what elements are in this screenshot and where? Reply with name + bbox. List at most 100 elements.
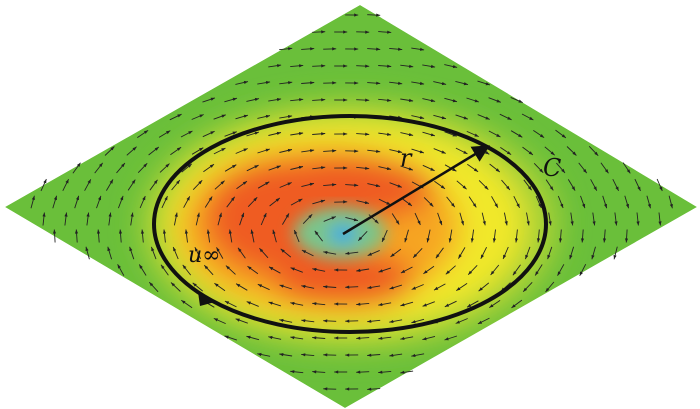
velocity-vector-arrowhead-icon — [279, 318, 284, 323]
velocity-vector-arrowhead-icon — [411, 353, 416, 357]
velocity-vector-arrowhead-icon — [299, 64, 304, 68]
velocity-vector-arrowhead-icon — [356, 336, 361, 340]
velocity-vector-arrowhead-icon — [199, 114, 204, 118]
velocity-vector-arrowhead-icon — [386, 167, 392, 171]
velocity-vector-arrowhead-icon — [408, 98, 414, 102]
velocity-vector-arrowhead-icon — [615, 186, 619, 191]
velocity-vector-arrowhead-icon — [390, 253, 395, 257]
velocity-vector-arrowhead-icon — [463, 150, 468, 154]
velocity-vector-arrowhead-icon — [76, 162, 81, 167]
velocity-vector-arrowhead-icon — [151, 246, 155, 252]
velocity-vector-arrowhead-icon — [512, 271, 517, 276]
velocity-vector-arrowhead-icon — [658, 221, 662, 226]
velocity-vector-arrowhead-icon — [290, 267, 295, 271]
velocity-vector-arrowhead-icon — [118, 229, 123, 234]
velocity-vector-arrowhead-icon — [287, 182, 292, 186]
velocity-vector-arrowhead-icon — [364, 201, 369, 205]
velocity-vector-arrowhead-icon — [387, 98, 392, 102]
velocity-vector-arrowhead-icon — [186, 196, 190, 201]
velocity-vector-arrowhead-icon — [298, 165, 303, 169]
velocity-vector-arrowhead-icon — [506, 151, 512, 155]
velocity-vector-arrowhead-icon — [199, 147, 204, 152]
velocity-vector-arrowhead-icon — [378, 269, 383, 273]
velocity-vector-arrowhead-icon — [96, 229, 101, 234]
velocity-vector-arrowhead-icon — [224, 301, 230, 305]
velocity-vector-arrowhead-icon — [356, 302, 361, 306]
velocity-vector-arrowhead-icon — [474, 133, 479, 137]
velocity-vector-arrowhead-icon — [613, 255, 617, 260]
contour-circle — [152, 114, 548, 334]
velocity-vector-arrowhead-icon — [579, 271, 583, 276]
velocity-vector-arrowhead-icon — [132, 146, 137, 151]
velocity-vector-arrowhead-icon — [257, 284, 263, 288]
velocity-vector-arrowhead-icon — [216, 247, 220, 252]
velocity-vector-arrowhead-icon — [176, 180, 180, 185]
velocity-vector-arrowhead-icon — [231, 196, 235, 201]
velocity-vector-arrowhead-icon — [334, 268, 339, 272]
velocity-vector-arrowhead-icon — [452, 167, 457, 172]
velocity-vector-arrowhead-icon — [354, 183, 359, 187]
velocity-vector-arrowhead-icon — [321, 30, 326, 34]
velocity-vector-arrowhead-icon — [269, 266, 274, 271]
velocity-vector-arrowhead-icon — [64, 212, 68, 217]
velocity-vector-arrowhead-icon — [411, 320, 416, 324]
velocity-vector-arrowhead-icon — [456, 287, 461, 291]
velocity-vector-arrowhead-icon — [74, 229, 79, 234]
velocity-vector-arrowhead-icon — [441, 116, 446, 120]
velocity-vector-arrowhead-icon — [455, 320, 460, 324]
velocity-vector-arrowhead-icon — [208, 196, 213, 201]
velocity-vector-arrowhead-icon — [582, 203, 586, 209]
velocity-vector-arrowhead-icon — [365, 98, 370, 102]
velocity-vector-arrowhead-icon — [485, 116, 490, 120]
velocity-vector-arrowhead-icon — [76, 195, 79, 201]
velocity-vector-arrowhead-icon — [345, 319, 350, 323]
velocity-vector-arrowhead-icon — [265, 81, 271, 85]
velocity-vector-arrowhead-icon — [321, 166, 326, 170]
velocity-vector-arrowhead-icon — [52, 229, 57, 234]
velocity-vector-arrowhead-icon — [301, 319, 306, 323]
velocity-vector-arrowhead-icon — [321, 64, 326, 68]
velocity-vector-arrowhead-icon — [253, 197, 258, 202]
velocity-vector-arrowhead-icon — [177, 114, 182, 118]
velocity-vector-arrowhead-icon — [323, 251, 328, 255]
velocity-vector-arrowhead-icon — [558, 238, 563, 243]
velocity-vector-arrowhead-icon — [435, 254, 440, 259]
velocity-vector-arrowhead-icon — [254, 165, 259, 169]
velocity-vector-arrowhead-icon — [290, 336, 295, 340]
velocity-vector-arrowhead-icon — [301, 353, 306, 357]
velocity-vector-arrowhead-icon — [378, 302, 383, 306]
velocity-vector-arrowhead-icon — [228, 229, 232, 234]
velocity-vector-arrowhead-icon — [129, 246, 133, 252]
velocity-vector-arrowhead-icon — [444, 337, 449, 341]
velocity-vector-arrowhead-icon — [523, 287, 528, 292]
velocity-vector-arrowhead-icon — [130, 212, 134, 217]
velocity-vector-arrowhead-icon — [323, 285, 328, 289]
velocity-vector-arrowhead-icon — [535, 271, 539, 276]
velocity-vector-arrowhead-icon — [276, 98, 282, 102]
velocity-vector-arrowhead-icon — [287, 148, 292, 152]
velocity-vector-arrowhead-icon — [310, 149, 315, 153]
velocity-vector-arrowhead-icon — [448, 238, 452, 243]
velocity-vector-arrowhead-icon — [367, 387, 372, 391]
velocity-vector-arrowhead-icon — [594, 151, 599, 156]
velocity-vector-arrowhead-icon — [143, 163, 148, 168]
velocity-vector-arrowhead-icon — [398, 47, 403, 51]
velocity-vector-arrowhead-icon — [171, 282, 175, 287]
velocity-vector-arrowhead-icon — [422, 337, 427, 341]
velocity-vector-arrowhead-icon — [140, 229, 145, 234]
velocity-vector-arrowhead-icon — [356, 268, 361, 272]
velocity-vector-arrowhead-icon — [321, 98, 326, 102]
velocity-vector-arrowhead-icon — [478, 287, 483, 292]
velocity-vector-arrowhead-icon — [343, 64, 348, 68]
velocity-vector-arrowhead-icon — [507, 116, 512, 120]
velocity-vector-arrowhead-icon — [434, 286, 439, 291]
velocity-vector-arrowhead-icon — [323, 353, 328, 357]
velocity-vector-arrowhead-icon — [516, 203, 520, 208]
velocity-vector-arrowhead-icon — [408, 167, 413, 171]
velocity-vector-arrowhead-icon — [420, 47, 425, 51]
velocity-vector-arrowhead-icon — [198, 180, 203, 185]
velocity-vector-arrowhead-icon — [154, 147, 159, 151]
velocity-vector-arrowhead-icon — [354, 47, 359, 51]
velocity-vector-arrowhead-icon — [332, 47, 337, 51]
velocity-vector-arrowhead-icon — [259, 248, 264, 253]
